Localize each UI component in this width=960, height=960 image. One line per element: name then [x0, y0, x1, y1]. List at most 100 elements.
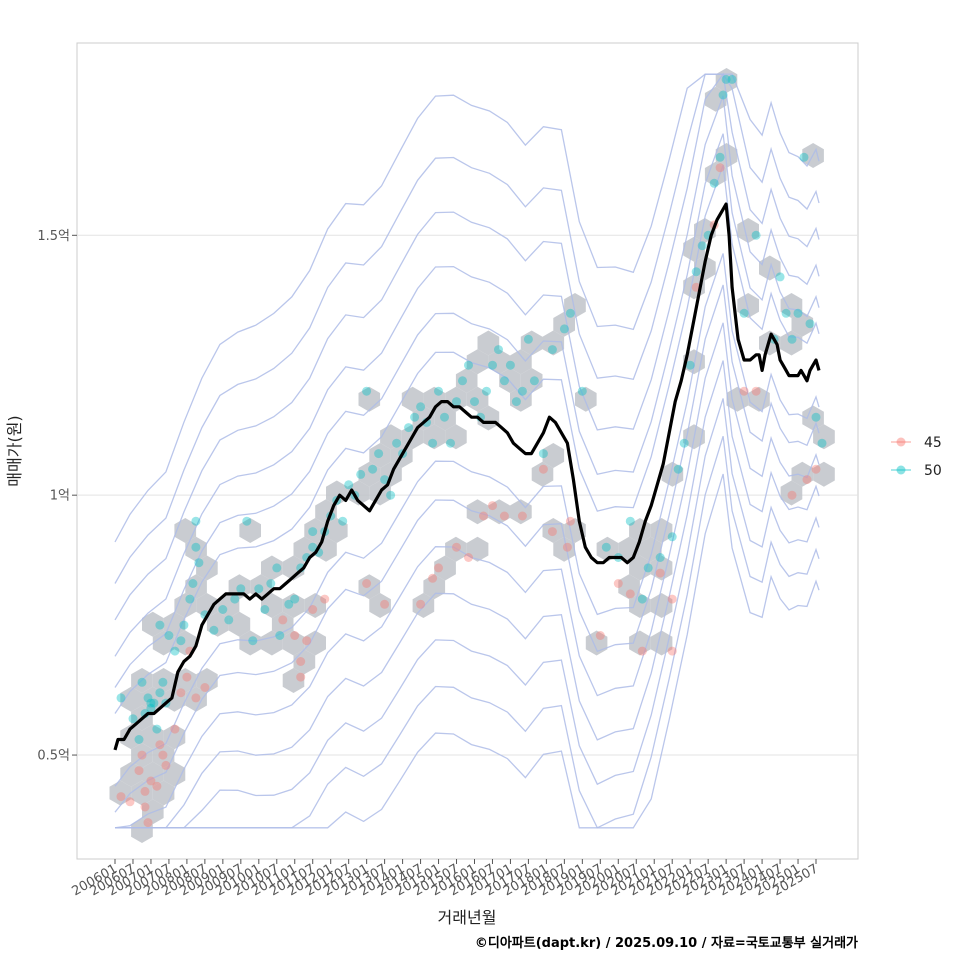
data-point-45 [565, 516, 575, 526]
data-point-50 [452, 397, 461, 407]
hex-bin [737, 218, 759, 243]
data-point-50 [718, 90, 728, 100]
data-point-50 [488, 360, 497, 370]
hex-bin [369, 443, 391, 468]
hex-bin [488, 349, 510, 375]
hex-bin [531, 461, 554, 487]
hex-bin [326, 518, 348, 543]
hex-bin [152, 743, 175, 768]
hex-bin [553, 536, 575, 562]
data-point-50 [392, 438, 402, 448]
density-contours [114, 72, 820, 829]
hex-bin [520, 330, 543, 356]
hex-bin [791, 311, 814, 337]
hex-bin [358, 574, 381, 600]
data-point-45 [434, 563, 443, 573]
hex-bin [228, 611, 251, 637]
hex-bin [466, 536, 489, 562]
hex-bin [434, 555, 456, 581]
data-point-45 [125, 797, 135, 807]
hex-bin [163, 686, 186, 712]
hex-bin [261, 555, 283, 581]
data-point-45 [595, 631, 605, 640]
data-point-50 [236, 584, 246, 594]
data-point-50 [697, 241, 707, 251]
data-point-50 [362, 386, 372, 396]
data-point-45 [751, 386, 761, 396]
y-tick-label: 0.5억 [37, 749, 70, 764]
data-point-45 [538, 464, 548, 474]
hex-bin [780, 293, 803, 318]
data-point-50 [146, 698, 156, 708]
data-point-50 [817, 438, 827, 448]
density-contour [114, 133, 820, 688]
data-point-50 [404, 423, 414, 433]
data-point-45 [296, 672, 306, 682]
data-point-45 [200, 683, 210, 692]
data-point-50 [775, 272, 785, 282]
hex-bin [455, 368, 478, 393]
hex-bin [477, 405, 500, 431]
hex-bin [802, 405, 824, 431]
data-point-45 [428, 573, 438, 583]
hex-bin [315, 499, 337, 525]
data-point-45 [278, 615, 288, 625]
data-point-50 [751, 230, 761, 240]
data-point-45 [146, 776, 156, 786]
data-point-45 [182, 672, 192, 682]
data-point-45 [479, 511, 488, 521]
hex-bin [142, 724, 164, 750]
hex-bin [715, 143, 738, 168]
data-point-45 [134, 766, 144, 776]
data-point-50 [499, 376, 509, 386]
hex-bin [639, 536, 662, 562]
data-point-50 [470, 397, 479, 407]
data-point-50 [116, 693, 126, 703]
hex-bin [271, 611, 294, 637]
data-point-50 [727, 74, 737, 84]
hex-bin [131, 818, 153, 843]
y-axis: 0.5억 1억 1.5억 [37, 229, 77, 764]
hex-bin [737, 293, 759, 318]
data-point-50 [721, 74, 731, 84]
hex-bin [206, 611, 229, 637]
hex-bin [542, 330, 565, 356]
data-point-45 [290, 631, 300, 640]
data-point-50 [787, 334, 797, 344]
data-point-50 [170, 646, 180, 656]
data-point-50 [137, 677, 147, 687]
hex-bin [542, 443, 565, 468]
hex-bin [358, 461, 381, 487]
data-point-50 [188, 579, 198, 588]
data-point-45 [547, 527, 557, 537]
data-point-50 [230, 594, 240, 604]
data-point-45 [116, 792, 126, 802]
legend-label-50: 50 [924, 463, 942, 479]
density-contour [114, 253, 820, 787]
hex-bin [477, 330, 500, 356]
data-point-45 [811, 464, 821, 474]
data-point-50 [517, 386, 527, 396]
data-point-45 [362, 579, 372, 588]
density-contour [114, 73, 820, 584]
hex-bin [282, 593, 305, 618]
hex-bin [445, 536, 467, 562]
hex-bin [780, 480, 803, 506]
data-point-45 [140, 786, 150, 796]
density-contour [114, 95, 820, 657]
hex-bin [120, 761, 142, 787]
data-point-50 [643, 563, 653, 573]
data-point-50 [440, 412, 449, 422]
data-point-50 [715, 152, 725, 162]
data-point-45 [137, 750, 147, 760]
data-point-50 [275, 631, 285, 640]
hex-bin [434, 405, 456, 431]
data-point-50 [637, 594, 647, 604]
data-point-50 [691, 267, 701, 277]
data-point-45 [170, 724, 180, 734]
density-contour [114, 322, 820, 829]
data-point-50 [272, 563, 282, 573]
hex-bin [813, 461, 835, 487]
data-point-50 [434, 386, 443, 396]
data-point-45 [488, 501, 497, 511]
